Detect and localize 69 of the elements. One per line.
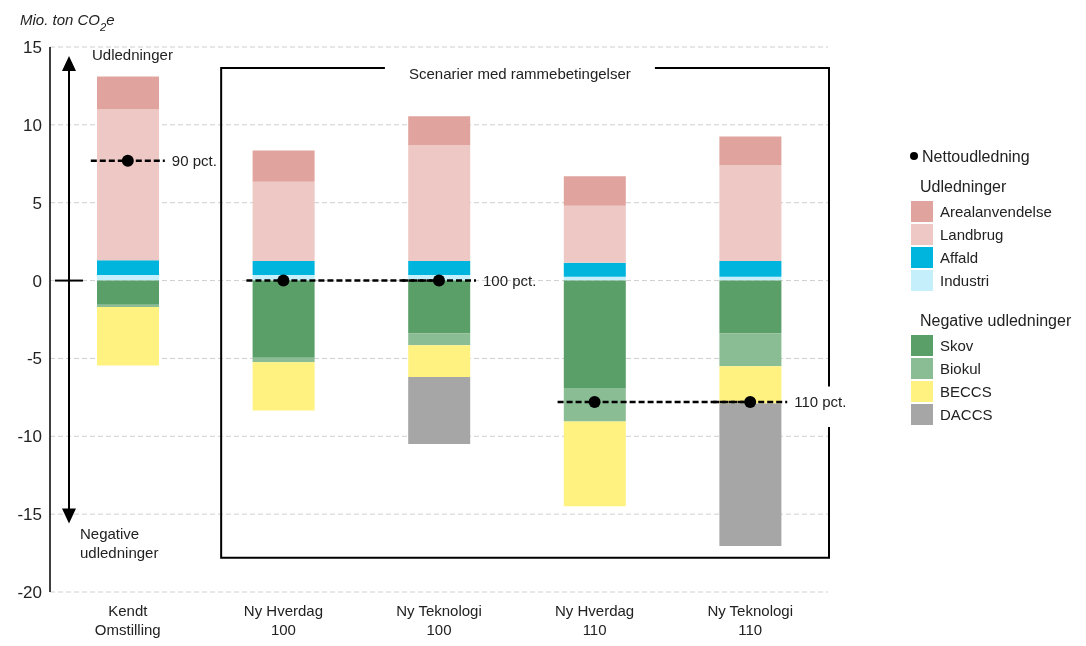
bar (97, 260, 159, 276)
bar (408, 145, 471, 262)
legend-label: Industri (940, 272, 990, 289)
bar (97, 307, 159, 366)
bar (719, 276, 782, 281)
annotation: 90 pct. (171, 151, 217, 169)
x-tick-label: Kendt Omstilling (94, 602, 161, 638)
x-tick-label: Ny Teknologi 110 (707, 602, 793, 638)
legend-label: Affald (940, 249, 979, 266)
bar (719, 136, 782, 166)
bar (252, 280, 315, 358)
bar (563, 388, 626, 422)
x-tick-label: Ny Hverdag 100 (243, 602, 323, 638)
bar (97, 109, 159, 261)
bar (408, 345, 471, 378)
y-tick-label: 0 (32, 271, 42, 291)
point (433, 274, 445, 287)
y-tick-label: -15 (17, 505, 42, 525)
x-tick-label: Ny Teknologi 100 (396, 602, 482, 638)
bar (719, 333, 782, 367)
x-tick-label: Ny Hverdag 110 (555, 602, 635, 638)
bar (252, 362, 315, 411)
y-axis-title: Mio. ton CO$_{2}$e (20, 11, 115, 33)
annotation: Udledninger (92, 46, 173, 63)
point (121, 154, 134, 167)
bar (563, 262, 626, 277)
bar (408, 377, 471, 445)
annotation: Negative udledninger (80, 525, 159, 562)
y-tick-label: 5 (32, 193, 42, 213)
bar (252, 181, 315, 262)
y-tick-label: -5 (26, 349, 42, 369)
bar (563, 421, 626, 507)
y-tick-label: -20 (17, 583, 42, 603)
point (744, 396, 757, 409)
bar (97, 76, 159, 110)
bar (408, 280, 471, 334)
text: Negative udledninger (920, 312, 1072, 329)
bar (97, 280, 159, 305)
bar (563, 276, 626, 281)
annotation: Scenarier med rammebetingelser (409, 65, 631, 82)
point (277, 274, 290, 287)
y-tick-label: 10 (23, 115, 42, 135)
bar (252, 261, 315, 276)
legend-label: Skov (940, 337, 974, 354)
annotation: 110 pct. (794, 393, 847, 411)
bar (408, 116, 471, 146)
legend-label: Biokul (940, 360, 981, 377)
point (588, 396, 601, 409)
bar (563, 176, 626, 206)
bar (408, 261, 471, 276)
bar (408, 333, 471, 346)
legend-label: Nettoudledning (922, 148, 1030, 165)
bar (719, 261, 782, 277)
bar (719, 403, 782, 547)
y-tick-label: -10 (17, 427, 42, 447)
text: Udledninger (920, 178, 1007, 195)
bar (719, 165, 782, 262)
legend-label: BECCS (940, 383, 992, 400)
bar (563, 205, 626, 263)
bar (719, 280, 782, 334)
annotation: 100 pct. (483, 271, 537, 289)
legend-label: Landbrug (940, 226, 1004, 243)
legend-label: DACCS (940, 406, 993, 423)
bar (563, 280, 626, 389)
bar (719, 366, 782, 404)
y-tick-label: 15 (23, 38, 42, 58)
bar (97, 275, 159, 281)
bar (252, 150, 315, 182)
legend-label: Arealanvendelse (940, 203, 1052, 220)
